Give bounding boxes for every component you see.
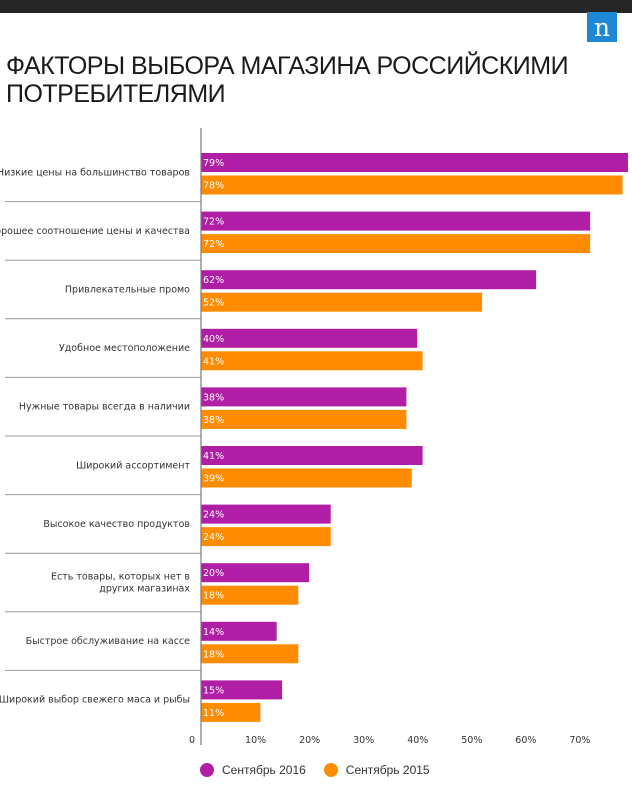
category-label: Быстрое обслуживание на кассе bbox=[26, 636, 191, 647]
bar-2016 bbox=[201, 211, 591, 231]
bar-value-label: 52% bbox=[203, 298, 224, 309]
category-label: Привлекательные промо bbox=[65, 285, 190, 296]
x-tick-label: 70% bbox=[569, 735, 590, 746]
bar-2016 bbox=[201, 446, 423, 465]
bar-value-label: 20% bbox=[203, 568, 224, 579]
bar-2016 bbox=[201, 387, 407, 407]
legend: Сентябрь 2016 Сентябрь 2015 bbox=[200, 760, 448, 780]
bar-value-label: 24% bbox=[203, 510, 224, 521]
bar-2015 bbox=[201, 527, 331, 547]
bar-value-label: 41% bbox=[203, 356, 224, 367]
bar-2016 bbox=[201, 504, 331, 524]
bar-value-label: 40% bbox=[203, 334, 224, 345]
x-tick-label: 0 bbox=[189, 735, 195, 746]
bar-value-label: 24% bbox=[203, 532, 224, 543]
chart-title: ФАКТОРЫ ВЫБОРА МАГАЗИНА РОССИЙСКИМИ ПОТР… bbox=[6, 52, 569, 108]
bar-2015 bbox=[201, 702, 261, 722]
bar-value-label: 39% bbox=[203, 474, 224, 485]
bar-value-label: 38% bbox=[203, 392, 224, 403]
bar-value-label: 18% bbox=[203, 649, 224, 660]
x-tick-label: 20% bbox=[299, 735, 320, 746]
bar-2015 bbox=[201, 292, 483, 312]
x-tick-label: 60% bbox=[515, 735, 536, 746]
bar-value-label: 11% bbox=[203, 708, 224, 719]
legend-item-2016: Сентябрь 2016 bbox=[200, 763, 306, 777]
top-bar bbox=[0, 0, 632, 13]
bar-value-label: 15% bbox=[203, 685, 224, 696]
bar-2016 bbox=[201, 153, 628, 172]
bar-value-label: 72% bbox=[203, 239, 224, 250]
legend-label-2016: Сентябрь 2016 bbox=[222, 763, 306, 777]
legend-swatch-2015 bbox=[323, 763, 338, 777]
bar-2016 bbox=[201, 270, 537, 290]
bar-value-label: 41% bbox=[203, 451, 224, 462]
x-tick-label: 50% bbox=[461, 735, 482, 746]
bar-2015 bbox=[201, 409, 407, 429]
bar-2015 bbox=[201, 644, 299, 664]
bar-2015 bbox=[201, 585, 299, 605]
bar-value-label: 79% bbox=[203, 158, 224, 169]
bar-value-label: 78% bbox=[203, 181, 224, 192]
x-tick-label: 40% bbox=[407, 735, 428, 746]
nielsen-logo: n bbox=[587, 12, 617, 42]
x-tick-label: 10% bbox=[245, 735, 266, 746]
category-label: Широкий выбор свежего маса и рыбы bbox=[0, 695, 190, 706]
category-label: Нужные товары всегда в наличии bbox=[19, 402, 190, 413]
bar-2015 bbox=[201, 234, 591, 254]
bar-value-label: 18% bbox=[203, 591, 224, 602]
legend-label-2015: Сентябрь 2015 bbox=[345, 763, 430, 777]
bar-2016 bbox=[201, 621, 277, 641]
category-label: Есть товары, которых нет в других магазин… bbox=[51, 572, 190, 595]
bar-value-label: 72% bbox=[203, 217, 224, 228]
category-label: Широкий ассортимент bbox=[76, 460, 190, 471]
legend-swatch-2016 bbox=[200, 763, 214, 777]
category-label: Низкие цены на большинство товаров bbox=[0, 167, 190, 178]
legend-item-2015: Сентябрь 2015 bbox=[323, 763, 430, 777]
x-tick-label: 30% bbox=[353, 735, 374, 746]
bar-2016 bbox=[201, 563, 310, 583]
category-label: Хорошее соотношение цены и качества bbox=[0, 226, 190, 237]
bar-2016 bbox=[201, 680, 283, 700]
bar-2015 bbox=[201, 175, 623, 195]
bar-value-label: 38% bbox=[203, 415, 224, 426]
bar-value-label: 14% bbox=[203, 627, 224, 638]
bar-2016 bbox=[201, 328, 418, 348]
bar-2015 bbox=[201, 351, 423, 371]
bar-2015 bbox=[201, 468, 412, 488]
category-label: Высокое качество продуктов bbox=[43, 519, 190, 530]
category-label: Удобное местоположение bbox=[59, 343, 190, 354]
bar-value-label: 62% bbox=[203, 275, 224, 286]
